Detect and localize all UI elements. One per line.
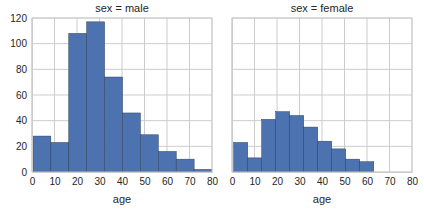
grid-line [232,69,412,70]
bar [332,149,346,172]
figure: 01020304050607080020406080100120sex = ma… [0,0,424,210]
frame [232,18,412,172]
grid-line [232,120,412,121]
tick: 70 [384,172,396,187]
tick-label: 10 [49,176,61,187]
bars [33,22,212,172]
tick: 60 [362,172,374,187]
axis-line [32,19,33,173]
tick-label: 60 [362,176,374,187]
tick: 120 [10,13,32,24]
bar [360,162,374,172]
bar [122,113,140,172]
x-label: age [113,193,131,205]
grid [232,18,412,172]
axis-line [233,172,413,173]
tick: 0 [230,172,236,187]
y-axis [232,19,234,173]
tick-label: 0 [21,167,27,178]
grid-line [232,43,412,44]
tick-label: 70 [384,176,396,187]
bar [234,142,248,172]
tick: 60 [162,172,174,187]
tick-label: 60 [162,176,174,187]
tick-label: 30 [294,176,306,187]
y-axis: 0 20 40 60 80 100 120 [10,13,32,178]
tick-label: 50 [339,176,351,187]
tick-label: 120 [10,13,27,24]
tick: 20 [16,141,32,152]
grid [32,18,212,172]
tick-label: 80 [407,176,419,187]
panel: 0 10 20 30 40 50 60 70 80 0 20 40 60 80 100 120 sex = ma… [10,2,218,205]
tick: 50 [339,172,351,187]
axis-line [232,19,233,173]
bar [105,77,123,172]
tick: 80 [207,172,219,187]
bar [51,142,69,172]
tick-label: 20 [16,141,28,152]
tick: 20 [72,172,84,187]
bar [140,135,158,172]
tick: 50 [139,172,151,187]
tick: 0 [21,167,32,178]
tick: 0 [30,172,36,187]
tick-label: 50 [139,176,151,187]
tick: 80 [16,64,32,75]
tick-label: 10 [249,176,261,187]
bar [158,151,176,172]
tick-label: 60 [16,90,28,101]
tick: 30 [94,172,106,187]
bar [304,127,318,172]
bar [262,119,276,172]
bar [69,33,87,172]
bar [346,159,360,172]
bar [318,141,332,172]
tick: 20 [272,172,284,187]
grid-line [32,69,212,70]
tick: 10 [49,172,61,187]
tick: 60 [16,90,32,101]
tick-label: 0 [230,176,236,187]
tick: 40 [317,172,329,187]
tick: 100 [10,38,32,49]
axis-line [33,172,213,173]
tick-label: 30 [94,176,106,187]
bar [176,159,194,172]
tick-label: 100 [10,38,27,49]
tick-label: 20 [272,176,284,187]
tick-label: 70 [184,176,196,187]
tick: 40 [16,115,32,126]
panel: 0 10 20 30 40 50 60 70 80 sex = female age [230,2,419,205]
bar [248,158,262,172]
tick: 30 [294,172,306,187]
grid-line [32,43,212,44]
bar [33,136,51,172]
title: sex = male [95,2,149,14]
tick: 70 [184,172,196,187]
bar [87,22,105,172]
bar [290,116,304,172]
x-axis: 0 10 20 30 40 50 60 70 80 [230,172,419,187]
x-axis: 0 10 20 30 40 50 60 70 80 [30,172,219,187]
tick-label: 40 [117,176,129,187]
title: sex = female [291,2,354,14]
tick-label: 80 [16,64,28,75]
tick-label: 40 [317,176,329,187]
tick: 10 [249,172,261,187]
x-label: age [313,193,331,205]
grid-line [232,95,412,96]
frame [32,18,212,172]
tick-label: 40 [16,115,28,126]
tick-label: 0 [30,176,36,187]
tick-label: 80 [207,176,219,187]
tick: 40 [117,172,129,187]
tick: 80 [407,172,419,187]
bars [234,112,374,172]
bar [276,112,290,172]
tick-label: 20 [72,176,84,187]
